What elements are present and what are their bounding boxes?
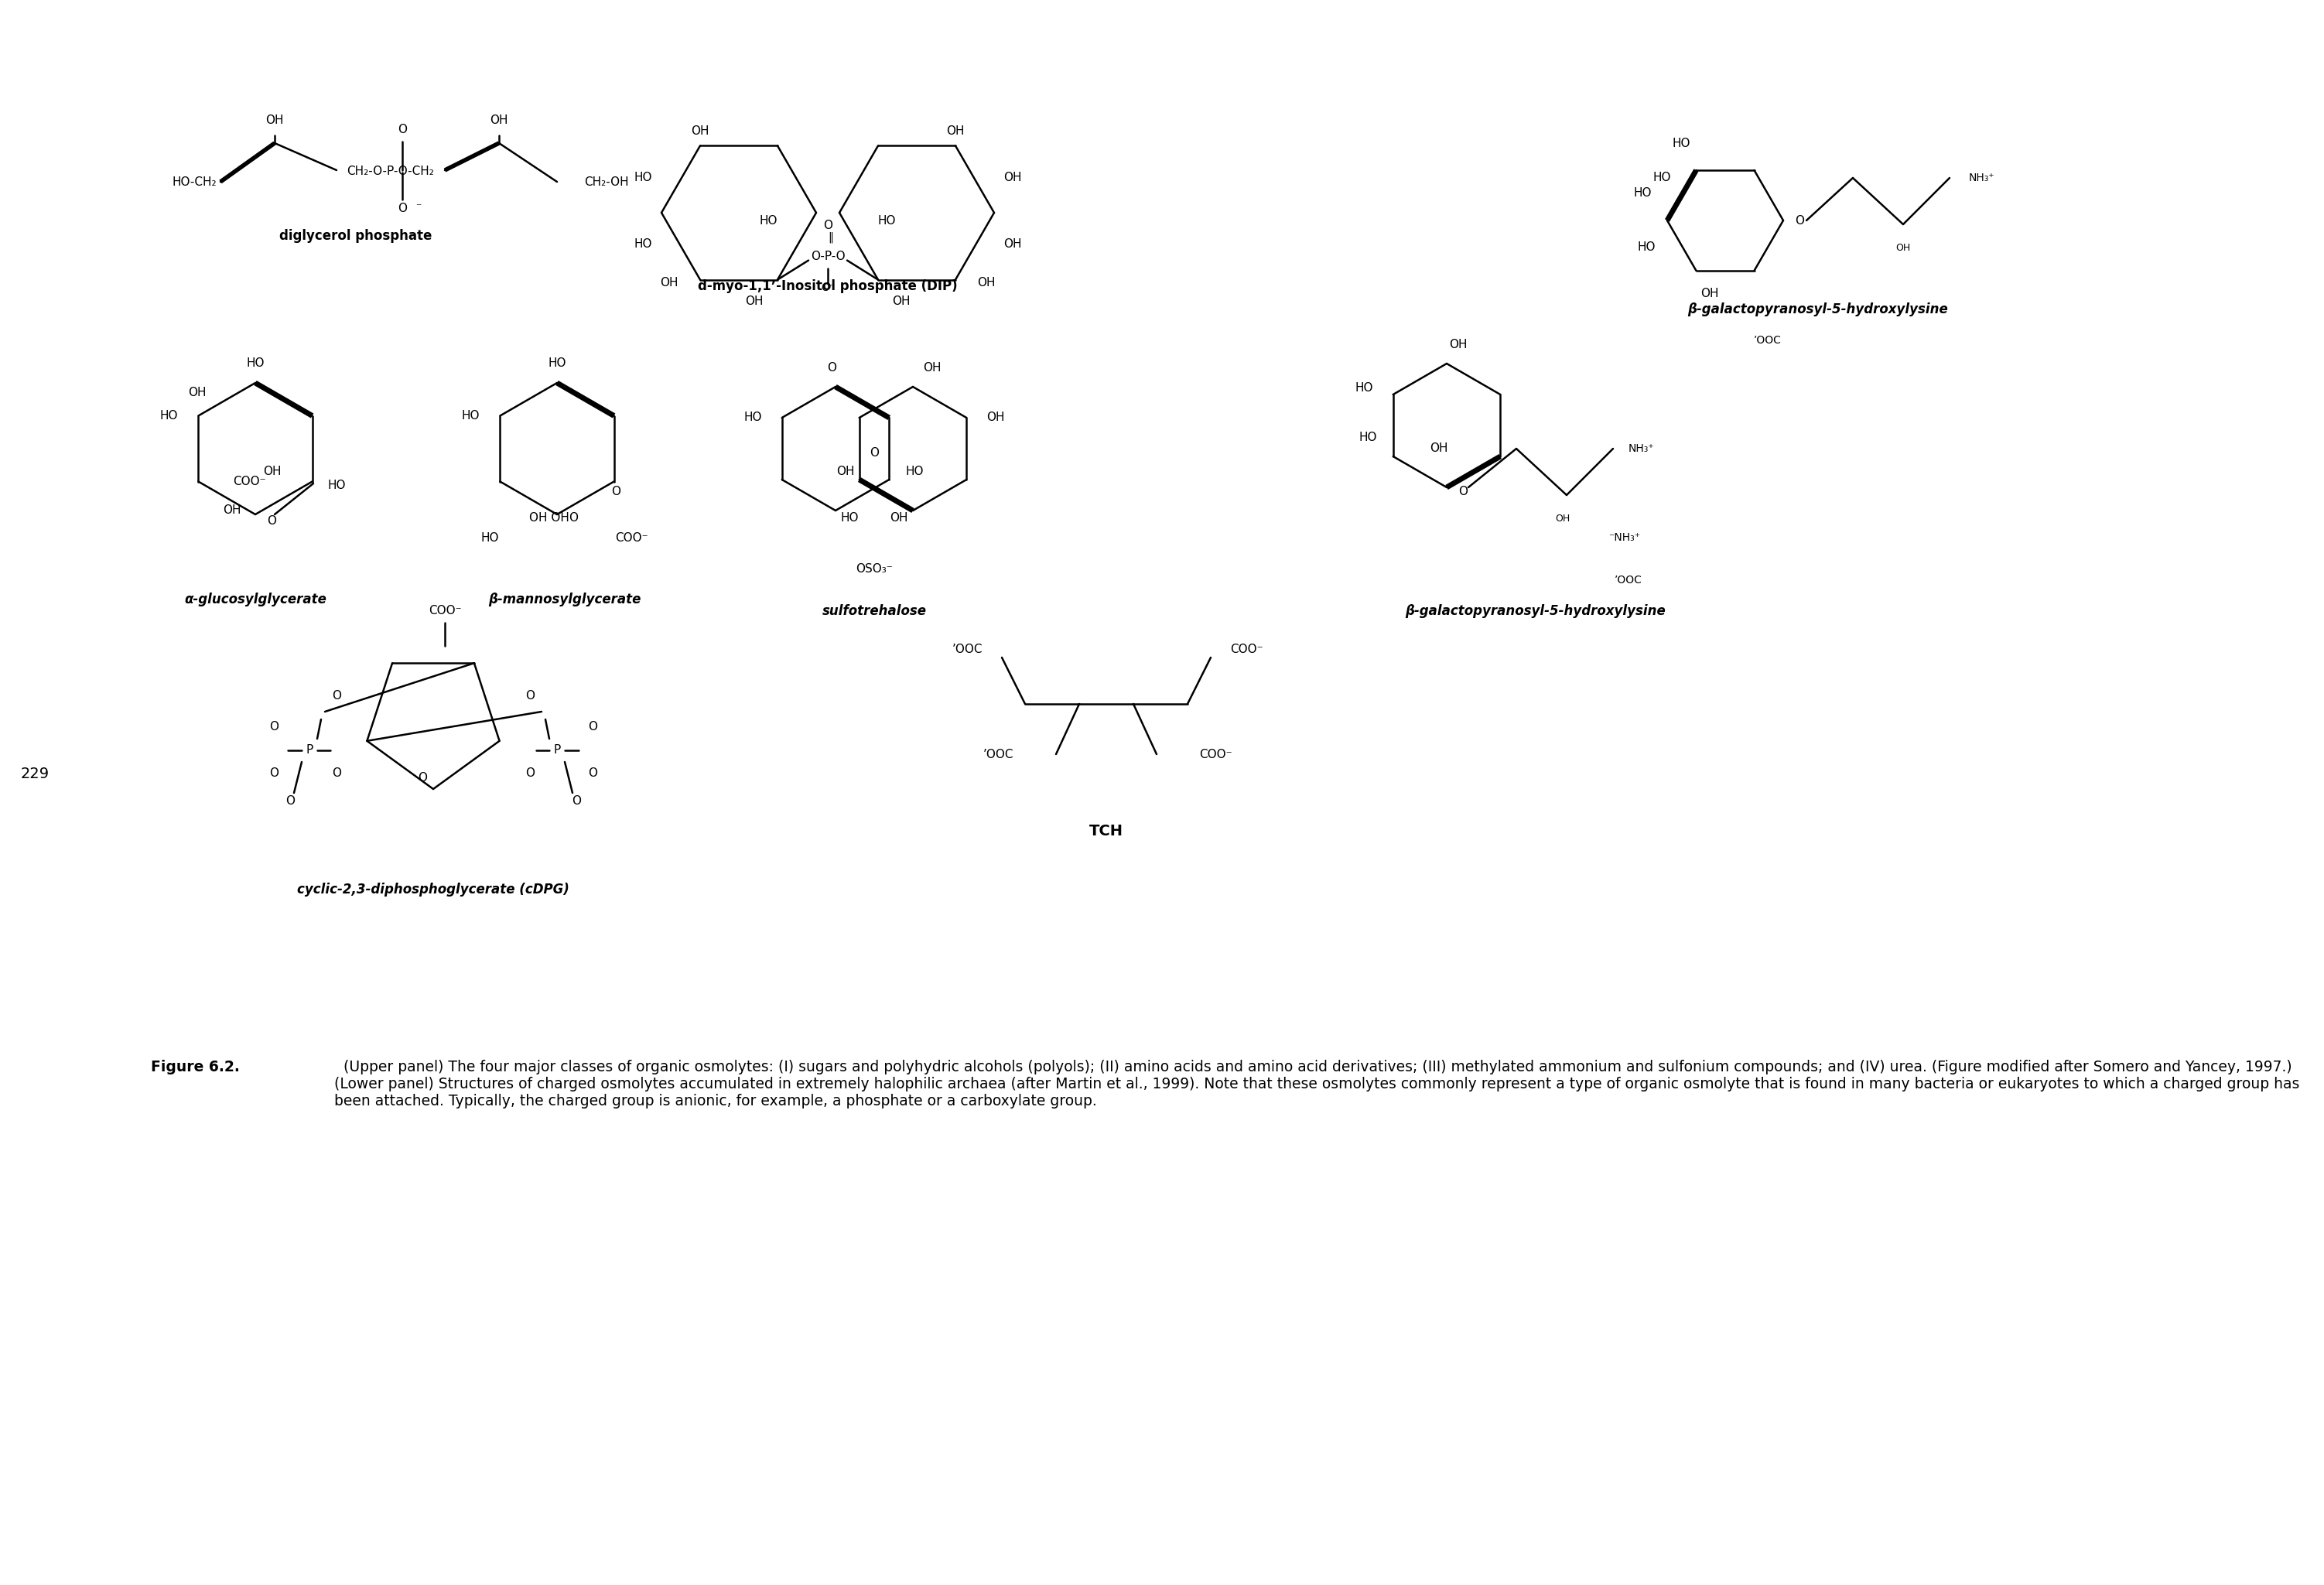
Text: OH: OH: [892, 296, 911, 307]
Text: HO: HO: [1638, 243, 1655, 254]
Text: OH: OH: [978, 276, 995, 288]
Text: NH₃⁺: NH₃⁺: [1629, 444, 1655, 453]
Text: OH: OH: [690, 125, 709, 138]
Text: HO: HO: [904, 466, 923, 477]
Text: HO: HO: [481, 533, 500, 544]
Text: HO: HO: [1673, 138, 1690, 149]
Text: O-P-O: O-P-O: [811, 250, 846, 262]
Text: OH: OH: [946, 125, 964, 138]
Text: OH OH: OH OH: [530, 512, 569, 525]
Text: HO: HO: [548, 358, 567, 369]
Text: O: O: [611, 485, 621, 498]
Text: OH: OH: [837, 466, 855, 477]
Text: O: O: [332, 767, 342, 780]
Text: O: O: [270, 767, 279, 780]
Text: OH: OH: [1701, 288, 1720, 300]
Text: OH: OH: [263, 466, 281, 477]
Text: ’OOC: ’OOC: [1755, 334, 1783, 346]
Text: ‖: ‖: [827, 231, 834, 243]
Text: O: O: [332, 691, 342, 702]
Text: d-myo-1,1’-Inositol phosphate (DIP): d-myo-1,1’-Inositol phosphate (DIP): [697, 279, 957, 293]
Text: OH: OH: [923, 361, 941, 372]
Text: ⁻: ⁻: [416, 201, 421, 212]
Text: OH: OH: [660, 276, 679, 288]
Text: HO: HO: [1360, 433, 1378, 444]
Text: ⁻NH₃⁺: ⁻NH₃⁺: [1608, 533, 1641, 544]
Text: HO: HO: [878, 214, 897, 227]
Text: COO⁻: COO⁻: [232, 475, 267, 487]
Text: O: O: [1794, 214, 1803, 227]
Text: O: O: [397, 124, 407, 136]
Text: HO: HO: [841, 512, 860, 525]
Text: β-mannosylglycerate: β-mannosylglycerate: [488, 593, 641, 607]
Text: HO: HO: [462, 411, 479, 422]
Text: O: O: [286, 794, 295, 807]
Text: O: O: [397, 203, 407, 214]
Text: HO: HO: [1634, 187, 1652, 200]
Text: OH: OH: [265, 114, 284, 125]
Text: O: O: [588, 721, 597, 732]
Text: CH₂-OH: CH₂-OH: [583, 176, 630, 187]
Text: OSO₃⁻: OSO₃⁻: [855, 563, 892, 574]
Text: OH: OH: [1555, 514, 1571, 523]
Text: ’OOC: ’OOC: [1615, 575, 1643, 585]
Text: O: O: [869, 447, 878, 458]
Text: CH₂-O-P-O-CH₂: CH₂-O-P-O-CH₂: [346, 166, 435, 178]
Text: COO⁻: COO⁻: [1199, 748, 1232, 761]
Text: HO: HO: [744, 412, 762, 423]
Text: HO: HO: [160, 411, 179, 422]
Text: COO⁻: COO⁻: [428, 605, 462, 617]
Text: HO: HO: [328, 480, 346, 491]
Text: O⁻: O⁻: [820, 282, 834, 293]
Text: OH: OH: [1450, 339, 1466, 350]
Text: P: P: [307, 745, 314, 756]
Text: α-glucosylglycerate: α-glucosylglycerate: [184, 593, 325, 607]
Text: cyclic-2,3-diphosphoglycerate (cDPG): cyclic-2,3-diphosphoglycerate (cDPG): [297, 883, 569, 897]
Text: O: O: [270, 721, 279, 732]
Text: O: O: [1457, 485, 1466, 498]
Text: OH: OH: [1896, 243, 1910, 252]
Text: OH: OH: [223, 504, 242, 517]
Text: HO: HO: [634, 238, 653, 249]
Text: OH: OH: [1004, 173, 1023, 184]
Text: O: O: [569, 512, 579, 525]
Text: OH: OH: [1429, 442, 1448, 455]
Text: (Upper panel) The four major classes of organic osmolytes: (I) sugars and polyhy: (Upper panel) The four major classes of …: [335, 1060, 2301, 1108]
Text: O: O: [823, 220, 832, 231]
Text: HO-CH₂: HO-CH₂: [172, 176, 216, 187]
Text: HO: HO: [1355, 382, 1373, 395]
Text: OH: OH: [746, 296, 762, 307]
Text: OH: OH: [985, 412, 1004, 423]
Text: TCH: TCH: [1090, 824, 1122, 838]
Text: β-galactopyranosyl-5-hydroxylysine: β-galactopyranosyl-5-hydroxylysine: [1406, 604, 1666, 618]
Text: O: O: [525, 691, 535, 702]
Text: ’OOC: ’OOC: [953, 644, 983, 656]
Text: HO: HO: [246, 358, 265, 369]
Text: P: P: [553, 745, 560, 756]
Text: O: O: [588, 767, 597, 780]
Text: HO: HO: [1652, 173, 1671, 184]
Text: O: O: [418, 772, 428, 783]
Text: OH: OH: [1004, 238, 1023, 249]
Text: 229: 229: [21, 766, 49, 781]
Text: COO⁻: COO⁻: [1229, 644, 1262, 656]
Text: NH₃⁺: NH₃⁺: [1968, 173, 1994, 184]
Text: ’OOC: ’OOC: [983, 748, 1013, 761]
Text: HO: HO: [760, 214, 779, 227]
Text: OH: OH: [490, 114, 509, 125]
Text: HO: HO: [634, 173, 653, 184]
Text: β-galactopyranosyl-5-hydroxylysine: β-galactopyranosyl-5-hydroxylysine: [1687, 303, 1948, 317]
Text: sulfotrehalose: sulfotrehalose: [823, 604, 927, 618]
Text: O: O: [267, 515, 277, 526]
Text: Figure 6.2.: Figure 6.2.: [151, 1060, 239, 1075]
Text: COO⁻: COO⁻: [616, 533, 648, 544]
Text: O: O: [827, 361, 837, 372]
Text: diglycerol phosphate: diglycerol phosphate: [279, 228, 432, 243]
Text: O: O: [572, 794, 581, 807]
Text: OH: OH: [890, 512, 909, 525]
Text: O: O: [525, 767, 535, 780]
Text: OH: OH: [188, 387, 207, 398]
